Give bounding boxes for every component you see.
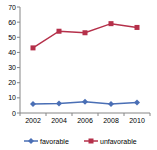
- data-point: [134, 99, 140, 105]
- x-tick: [20, 113, 21, 116]
- y-tick-label: 60: [8, 19, 16, 26]
- chart-container: 0 10 20 30 40 50 60 70 2002 2004 2006 2008 2010 favor…: [0, 0, 157, 150]
- data-point: [135, 25, 140, 30]
- y-tick-label: 40: [8, 49, 16, 56]
- x-tick: [124, 113, 125, 116]
- x-tick-label: 2010: [129, 117, 145, 124]
- x-tick: [72, 113, 73, 116]
- y-tick: [17, 37, 20, 38]
- y-tick: [17, 7, 20, 8]
- y-tick-label: 0: [12, 110, 16, 117]
- y-tick-label: 70: [8, 4, 16, 11]
- x-tick: [150, 113, 151, 116]
- x-tick-label: 2006: [77, 117, 93, 124]
- data-point: [30, 101, 36, 107]
- series-line: [33, 24, 137, 48]
- x-tick-label: 2002: [25, 117, 41, 124]
- y-tick: [17, 22, 20, 23]
- y-tick: [17, 67, 20, 68]
- y-axis: [20, 7, 21, 113]
- data-point: [31, 45, 36, 50]
- x-tick: [46, 113, 47, 116]
- data-point: [82, 99, 88, 105]
- data-point: [109, 21, 114, 26]
- legend-marker: [89, 139, 94, 144]
- plot-area: [30, 21, 140, 107]
- y-tick: [17, 97, 20, 98]
- y-tick-label: 50: [8, 34, 16, 41]
- data-point: [56, 100, 62, 106]
- data-point: [57, 29, 62, 34]
- y-tick-label: 30: [8, 64, 16, 71]
- y-tick-label: 20: [8, 79, 16, 86]
- legend-marker: [28, 138, 34, 144]
- legend-label: favorable: [40, 138, 69, 145]
- data-point: [108, 101, 114, 107]
- x-tick: [98, 113, 99, 116]
- legend-label: unfavorable: [100, 138, 137, 145]
- y-tick: [17, 52, 20, 53]
- x-tick-label: 2008: [103, 117, 119, 124]
- x-axis: [20, 113, 150, 114]
- y-tick: [17, 82, 20, 83]
- x-tick-label: 2004: [51, 117, 67, 124]
- chart: 0 10 20 30 40 50 60 70 2002 2004 2006 2008 2010 favor…: [0, 0, 157, 150]
- y-tick-label: 10: [8, 94, 16, 101]
- data-point: [83, 30, 88, 35]
